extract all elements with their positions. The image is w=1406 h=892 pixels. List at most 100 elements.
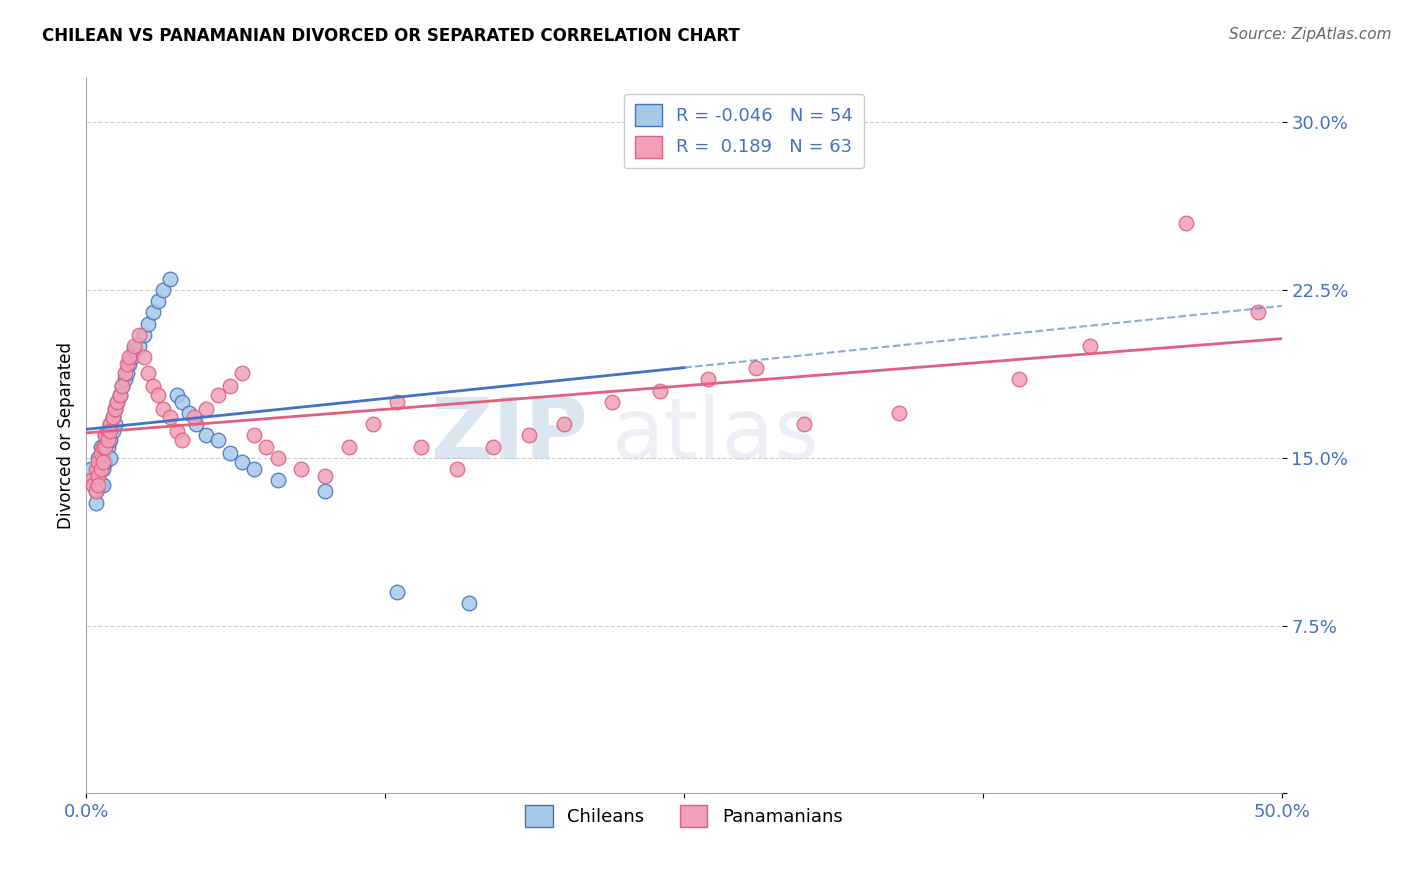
Point [101, 410, 124, 425]
Point [104, 401, 127, 416]
Point [361, 417, 384, 432]
Point [98, 424, 121, 438]
Point [207, 388, 229, 402]
Point [337, 440, 360, 454]
Point [118, 357, 141, 371]
Point [122, 343, 145, 358]
Point [94, 455, 117, 469]
Point [105, 394, 128, 409]
Point [517, 428, 540, 442]
Text: ZIP: ZIP [430, 394, 588, 477]
Point [409, 440, 432, 454]
Point [266, 473, 288, 487]
Point [111, 379, 134, 393]
Point [159, 410, 181, 425]
Point [1247, 305, 1270, 319]
Point [170, 433, 193, 447]
Point [90, 477, 112, 491]
Point [98, 433, 121, 447]
Point [82, 473, 104, 487]
Point [194, 428, 217, 442]
Point [166, 388, 188, 402]
Point [90, 462, 112, 476]
Point [104, 417, 127, 432]
Point [98, 417, 121, 432]
Point [114, 372, 136, 386]
Point [696, 372, 718, 386]
Point [218, 446, 240, 460]
Point [84, 462, 107, 476]
Point [170, 394, 193, 409]
Point [553, 417, 575, 432]
Point [889, 406, 911, 420]
Point [1080, 339, 1102, 353]
Point [457, 596, 479, 610]
Point [105, 394, 128, 409]
Point [242, 428, 264, 442]
Point [91, 477, 114, 491]
Point [80, 473, 103, 487]
Point [108, 388, 131, 402]
Point [97, 424, 120, 438]
Point [266, 450, 288, 465]
Point [82, 477, 104, 491]
Point [385, 585, 408, 599]
Point [115, 366, 138, 380]
Point [132, 327, 155, 342]
Point [177, 406, 200, 420]
Point [90, 455, 112, 469]
Point [87, 477, 110, 491]
Point [231, 366, 253, 380]
Point [1008, 372, 1031, 386]
Point [94, 440, 117, 454]
Point [111, 379, 134, 393]
Point [101, 424, 124, 438]
Point [90, 440, 112, 454]
Point [446, 462, 468, 476]
Point [314, 468, 336, 483]
Point [142, 379, 165, 393]
Point [115, 357, 138, 371]
Point [91, 462, 114, 476]
Point [745, 361, 768, 376]
Point [122, 339, 145, 353]
Point [385, 394, 408, 409]
Point [242, 462, 264, 476]
Point [98, 450, 121, 465]
Point [672, 127, 695, 141]
Point [132, 350, 155, 364]
Point [94, 428, 117, 442]
Point [152, 283, 174, 297]
Point [128, 327, 150, 342]
Point [600, 394, 623, 409]
Point [481, 440, 503, 454]
Point [314, 484, 336, 499]
Point [118, 350, 141, 364]
Point [146, 388, 169, 402]
Point [84, 495, 107, 509]
Point [80, 462, 103, 476]
Point [648, 384, 671, 398]
Point [91, 455, 114, 469]
Legend: Chileans, Panamanians: Chileans, Panamanians [519, 798, 849, 834]
Point [94, 428, 117, 442]
Point [90, 446, 112, 460]
Point [207, 433, 229, 447]
Point [146, 294, 169, 309]
Point [108, 388, 131, 402]
Point [87, 473, 110, 487]
Point [142, 305, 165, 319]
Point [793, 417, 815, 432]
Point [101, 410, 124, 425]
Point [1175, 216, 1198, 230]
Text: atlas: atlas [612, 394, 820, 477]
Point [104, 401, 127, 416]
Point [87, 462, 110, 476]
Point [152, 401, 174, 416]
Point [183, 410, 205, 425]
Point [97, 440, 120, 454]
Point [128, 339, 150, 353]
Point [121, 350, 143, 364]
Point [84, 484, 107, 499]
Point [97, 424, 120, 438]
